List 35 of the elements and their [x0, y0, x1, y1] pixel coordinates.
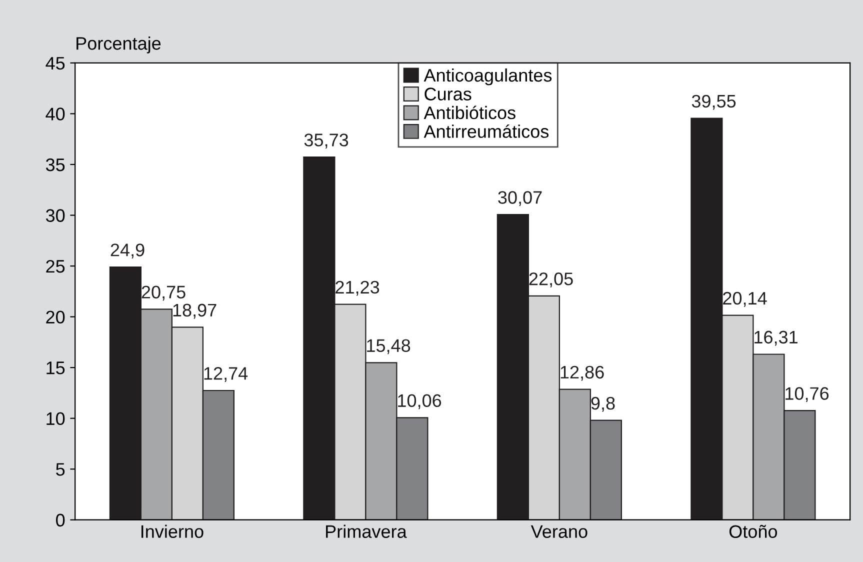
- text: 30,07: [498, 191, 542, 206]
- text: 9,8: [591, 396, 615, 412]
- text: 22,05: [529, 272, 573, 288]
- y-tick-label: 35: [46, 158, 65, 172]
- text: 12,74: [204, 367, 248, 382]
- text: 21,23: [336, 280, 380, 296]
- text: 20,75: [142, 286, 186, 301]
- x-tick-label: Otoño: [729, 524, 778, 538]
- x-tick-label: Primavera: [326, 524, 407, 538]
- text: 35,73: [304, 134, 348, 149]
- legend-label: Antirreumáticos: [424, 124, 549, 138]
- legend-label: Antibióticos: [424, 106, 516, 120]
- y-tick-label: 0: [56, 514, 65, 527]
- y-tick-label: 30: [46, 209, 65, 222]
- text: 15,48: [367, 339, 410, 354]
- text: 18,97: [173, 304, 216, 319]
- x-tick-label: Verano: [530, 525, 588, 538]
- y-tick-label: 20: [46, 310, 65, 324]
- x-tick-label: Invierno: [142, 524, 204, 538]
- text: 39,55: [692, 94, 736, 110]
- y-tick-label: 45: [46, 57, 65, 70]
- y-tick-label: 5: [56, 463, 65, 476]
- text: 24,9: [110, 244, 144, 258]
- y-tick-label: 25: [46, 260, 65, 273]
- y-tick-label: 10: [46, 412, 65, 426]
- text: 20,14: [723, 292, 767, 307]
- y-tick-label: 15: [46, 362, 65, 374]
- legend-label: Anticoagulantes: [424, 68, 552, 86]
- text: 12,86: [560, 366, 604, 381]
- legend-label: Curas: [424, 88, 472, 100]
- y-axis-title: Porcentaje: [76, 36, 161, 54]
- text: 10,06: [398, 394, 442, 410]
- text: 10,76: [786, 387, 829, 402]
- text: 16,31: [754, 330, 798, 346]
- y-tick-label: 40: [46, 108, 65, 120]
